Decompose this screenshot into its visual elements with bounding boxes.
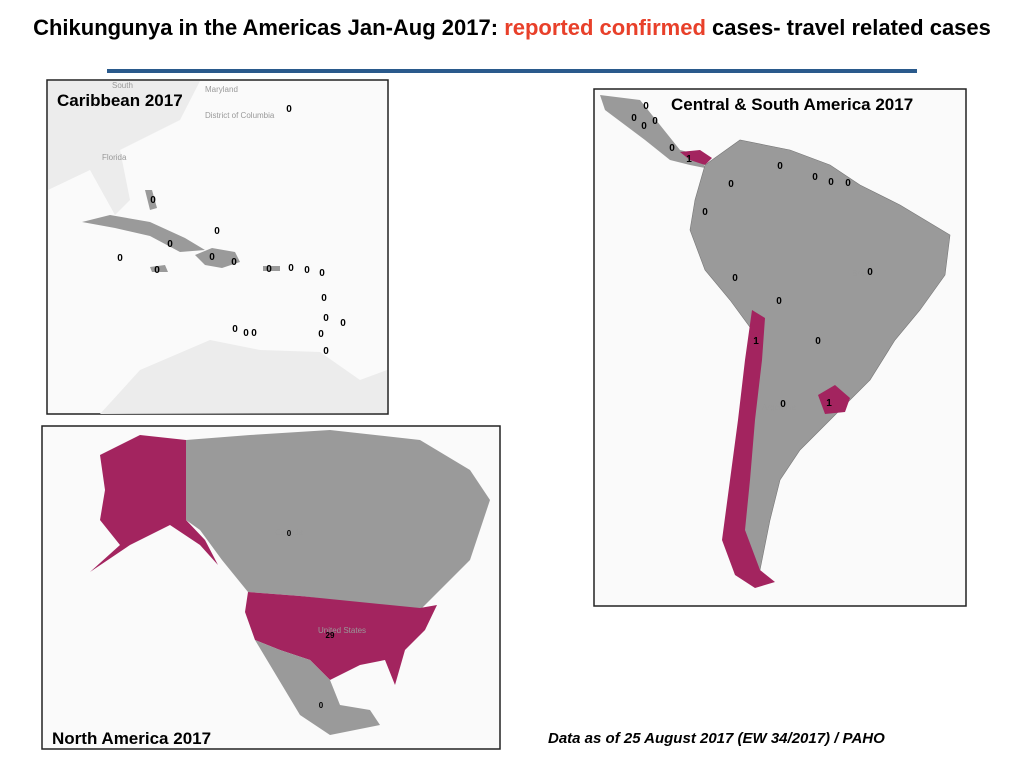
case-count: 0 xyxy=(702,207,708,218)
case-count: 0 xyxy=(167,239,173,250)
case-count: 1 xyxy=(753,336,759,347)
case-count: 0 xyxy=(286,104,292,115)
case-count: 0 xyxy=(845,178,851,189)
case-count: 0 xyxy=(340,318,346,329)
case-count: 0 xyxy=(209,252,215,263)
case-count: 0 xyxy=(251,328,257,339)
case-count: 0 xyxy=(669,143,675,154)
case-count: 0 xyxy=(150,195,156,206)
case-count: 0 xyxy=(641,121,647,132)
south-america-map xyxy=(593,88,967,607)
case-count: 0 xyxy=(288,263,294,274)
case-count: 0 xyxy=(231,257,237,268)
case-count: 0 xyxy=(319,701,324,710)
place-label: Maryland xyxy=(205,85,238,94)
case-count: 0 xyxy=(867,267,873,278)
title-highlight: reported confirmed xyxy=(504,15,706,40)
case-count: 0 xyxy=(728,179,734,190)
case-count: 0 xyxy=(780,399,786,410)
case-count: 0 xyxy=(732,273,738,284)
place-label: South xyxy=(112,81,133,90)
case-count: 0 xyxy=(323,346,329,357)
case-count: 0 xyxy=(812,172,818,183)
case-count: 0 xyxy=(319,268,325,279)
map-label: Central & South America 2017 xyxy=(671,95,913,114)
case-count: 0 xyxy=(318,329,324,340)
case-count: 0 xyxy=(154,265,160,276)
slide-title: Chikungunya in the Americas Jan-Aug 2017… xyxy=(0,14,1024,42)
place-label: United States xyxy=(318,626,366,635)
case-count: 0 xyxy=(304,265,310,276)
case-count: 1 xyxy=(686,154,692,165)
place-label: District of Columbia xyxy=(205,111,275,120)
case-count: 0 xyxy=(323,313,329,324)
place-label: Florida xyxy=(102,153,127,162)
north-america-map xyxy=(41,425,501,750)
caribbean-map xyxy=(46,79,389,415)
case-count: 0 xyxy=(643,101,649,112)
case-count: 0 xyxy=(828,177,834,188)
map-label: Caribbean 2017 xyxy=(57,91,183,110)
case-count: 0 xyxy=(287,529,292,538)
case-count: 0 xyxy=(652,116,658,127)
case-count: 0 xyxy=(776,296,782,307)
case-count: 0 xyxy=(266,264,272,275)
place-label: Argentina xyxy=(762,403,797,412)
case-count: 0 xyxy=(243,328,249,339)
case-count: 0 xyxy=(117,253,123,264)
place-label: Brasil xyxy=(852,269,872,278)
case-count: 0 xyxy=(777,161,783,172)
title-tail: cases- travel related cases xyxy=(712,15,991,40)
case-count: 0 xyxy=(321,293,327,304)
case-count: 1 xyxy=(826,398,832,409)
case-count: 0 xyxy=(214,226,220,237)
title-lead: Chikungunya in the Americas Jan-Aug 2017… xyxy=(33,15,499,40)
case-count: 0 xyxy=(815,336,821,347)
map-label: North America 2017 xyxy=(52,729,211,748)
place-label: Canada xyxy=(275,528,304,537)
case-count: 29 xyxy=(326,631,335,640)
footnote: Data as of 25 August 2017 (EW 34/2017) /… xyxy=(548,730,885,747)
case-count: 0 xyxy=(232,324,238,335)
case-count: 0 xyxy=(631,113,637,124)
